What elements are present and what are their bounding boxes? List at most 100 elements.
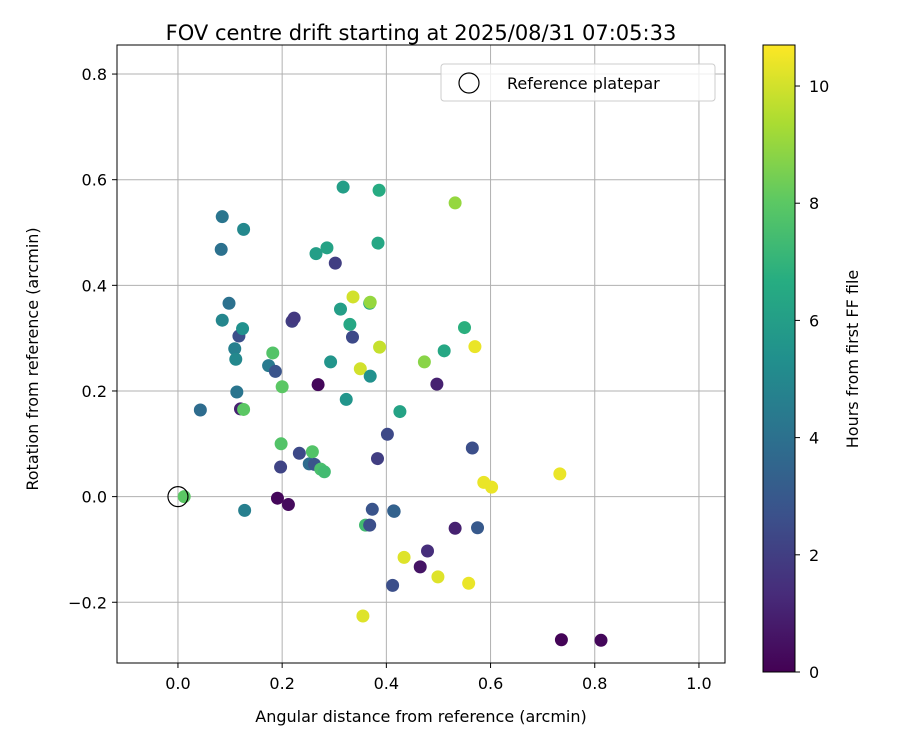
data-point — [193, 403, 207, 417]
x-tick-label: 1.0 — [686, 674, 711, 693]
plot-frame — [116, 44, 726, 664]
data-point — [431, 570, 445, 584]
legend-box — [440, 63, 716, 102]
data-point — [268, 364, 282, 378]
data-point — [365, 502, 379, 516]
data-point — [215, 210, 229, 224]
data-point — [287, 311, 301, 325]
colorbar-ticks: 0 2 4 6 8 10 — [795, 77, 829, 682]
data-point — [413, 560, 427, 574]
data-point — [397, 550, 411, 564]
data-point — [215, 313, 229, 327]
data-point — [393, 405, 407, 419]
legend-reference-marker — [458, 72, 480, 94]
data-point — [448, 521, 462, 535]
y-tick-label: 0.8 — [82, 65, 107, 84]
legend-label: Reference platepar — [507, 74, 660, 93]
reference-platepar-marker — [167, 486, 189, 508]
data-point — [356, 609, 370, 623]
data-point — [363, 369, 377, 383]
data-points — [167, 180, 608, 647]
data-point — [334, 302, 348, 316]
data-point — [387, 504, 401, 518]
data-point — [437, 344, 451, 358]
data-point — [594, 633, 608, 647]
data-point — [430, 377, 444, 391]
y-axis-ticks: −0.2 0.0 0.2 0.4 0.6 0.8 — [68, 65, 117, 612]
data-point — [373, 340, 387, 354]
x-tick-label: 0.2 — [269, 674, 294, 693]
x-tick-label: 0.4 — [374, 674, 399, 693]
colorbar: 0 2 4 6 8 10 Hours from first FF file — [762, 44, 862, 682]
data-point — [270, 491, 284, 505]
colorbar-tick-label: 10 — [809, 77, 829, 96]
data-point — [462, 576, 476, 590]
data-point — [353, 362, 367, 376]
data-point — [380, 427, 394, 441]
x-tick-label: 0.8 — [582, 674, 607, 693]
data-point — [274, 437, 288, 451]
data-point — [320, 241, 334, 255]
data-point — [281, 498, 295, 512]
data-point — [311, 378, 325, 392]
data-point — [222, 296, 236, 310]
data-point — [346, 290, 360, 304]
data-point — [238, 503, 252, 517]
y-tick-label: −0.2 — [68, 593, 107, 612]
data-point — [345, 330, 359, 344]
grid — [117, 45, 725, 663]
x-tick-label: 0.6 — [478, 674, 503, 693]
data-point — [343, 317, 357, 331]
data-point — [328, 256, 342, 270]
data-point — [236, 322, 250, 336]
data-point — [292, 446, 306, 460]
colorbar-tick-label: 6 — [809, 311, 819, 330]
data-point — [230, 385, 244, 399]
data-point — [458, 321, 472, 335]
data-point — [421, 544, 435, 558]
data-point — [228, 342, 242, 356]
colorbar-label: Hours from first FF file — [843, 270, 862, 449]
data-point — [471, 521, 485, 535]
y-tick-label: 0.4 — [82, 276, 107, 295]
data-point — [317, 465, 331, 479]
colorbar-tick-label: 0 — [809, 663, 819, 682]
x-axis-ticks: 0.0 0.2 0.4 0.6 0.8 1.0 — [165, 663, 712, 693]
legend: Reference platepar — [440, 63, 716, 102]
data-point — [553, 467, 567, 481]
y-tick-label: 0.0 — [82, 488, 107, 507]
colorbar-gradient — [762, 44, 796, 673]
data-point — [275, 380, 289, 394]
y-tick-label: 0.2 — [82, 382, 107, 401]
data-point — [336, 180, 350, 194]
data-point — [468, 340, 482, 354]
colorbar-tick-label: 2 — [809, 546, 819, 565]
colorbar-tick-label: 8 — [809, 194, 819, 213]
x-tick-label: 0.0 — [165, 674, 190, 693]
data-point — [485, 480, 499, 494]
data-point — [465, 441, 479, 455]
data-point — [274, 460, 288, 474]
data-point — [305, 445, 319, 459]
data-point — [229, 352, 243, 366]
data-point — [324, 355, 338, 369]
data-point — [363, 518, 377, 532]
x-axis-label: Angular distance from reference (arcmin) — [255, 707, 586, 726]
data-point — [417, 355, 431, 369]
data-point — [554, 633, 568, 647]
data-point — [266, 346, 280, 360]
data-point — [309, 247, 323, 261]
data-point — [370, 452, 384, 466]
data-point — [214, 242, 228, 256]
data-point — [371, 236, 385, 250]
chart-title: FOV centre drift starting at 2025/08/31 … — [166, 21, 677, 45]
data-point — [339, 392, 353, 406]
y-tick-label: 0.6 — [82, 171, 107, 190]
data-point — [177, 490, 191, 504]
data-point — [448, 196, 462, 210]
y-axis-label: Rotation from reference (arcmin) — [23, 227, 42, 490]
data-point — [386, 578, 400, 592]
data-point — [237, 222, 251, 236]
colorbar-tick-label: 4 — [809, 429, 819, 448]
